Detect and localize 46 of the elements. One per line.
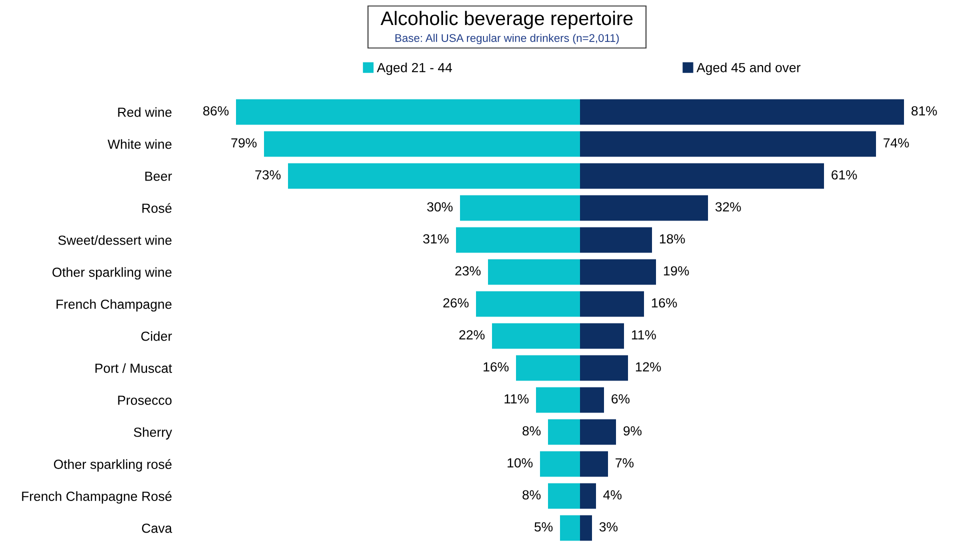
legend-label: Aged 45 and over <box>696 62 800 75</box>
data-label: 10% <box>508 458 533 468</box>
data-label: 16% <box>652 298 677 308</box>
y-tick-label: Sherry <box>134 427 172 440</box>
data-label: 5% <box>534 522 553 532</box>
y-tick-label: White wine <box>108 139 172 149</box>
data-label: 9% <box>624 426 642 436</box>
data-label: 6% <box>612 394 630 404</box>
data-label: 23% <box>455 266 481 276</box>
data-label: 12% <box>636 362 661 372</box>
y-tick-label: Cider <box>141 331 172 341</box>
y-tick-label: Prosecco <box>118 396 172 405</box>
data-label: 16% <box>484 362 509 372</box>
y-tick-label: Rosé <box>142 203 172 213</box>
data-label: 26% <box>443 298 469 308</box>
y-tick-label: Beer <box>145 172 172 181</box>
data-label: 11% <box>632 330 656 340</box>
data-label: 8% <box>522 490 541 500</box>
data-label: 74% <box>884 138 909 148</box>
y-tick-label: Sweet/dessert wine <box>58 235 172 245</box>
y-tick-label: Other sparkling wine <box>52 267 172 280</box>
data-label: 30% <box>427 202 453 212</box>
y-tick-label: French Champagne Rosé <box>22 491 172 504</box>
y-tick-label: Cava <box>142 524 172 533</box>
data-label: 19% <box>664 266 689 276</box>
data-label: 22% <box>459 330 485 340</box>
data-label: 86% <box>203 106 229 116</box>
chart-title: Alcoholic beverage repertoire <box>380 10 633 30</box>
data-label: 11% <box>504 394 529 404</box>
chart-subtitle: Base: All USA regular wine drinkers (n=2,011) <box>395 34 619 44</box>
data-label: 79% <box>231 138 257 148</box>
data-label: 31% <box>423 234 449 244</box>
y-tick-label: Red wine <box>118 107 172 117</box>
data-label: 7% <box>616 458 634 468</box>
data-label: 3% <box>599 522 618 532</box>
y-tick-label: Other sparkling rosé <box>54 459 172 472</box>
data-label: 8% <box>522 426 541 436</box>
y-tick-label: French Champagne <box>56 299 172 312</box>
data-label: 73% <box>255 170 281 180</box>
data-label: 4% <box>603 490 622 500</box>
data-label: 61% <box>832 170 857 180</box>
legend-label: Aged 21 - 44 <box>376 62 452 75</box>
data-label: 32% <box>715 202 741 212</box>
data-label: 18% <box>660 234 685 244</box>
data-label: 81% <box>912 106 937 116</box>
y-tick-label: Port / Muscat <box>95 363 172 373</box>
